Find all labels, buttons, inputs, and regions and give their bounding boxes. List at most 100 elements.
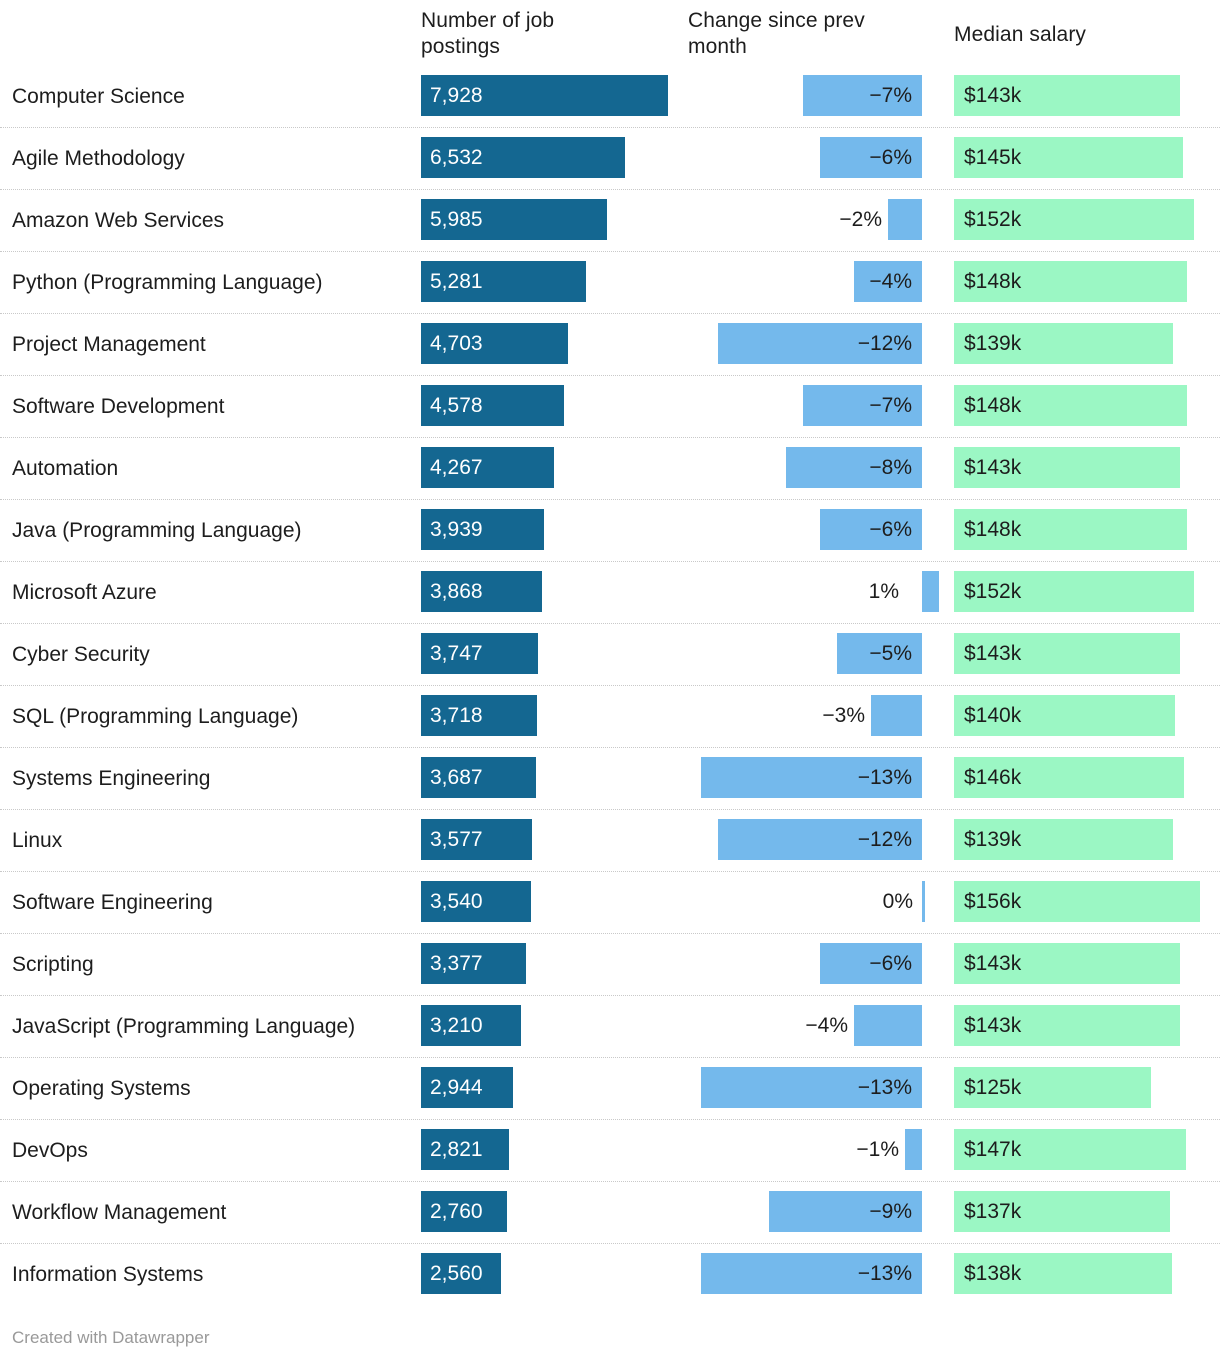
column-header-salary: Median salary (954, 23, 1087, 46)
change-bar[interactable] (701, 1253, 922, 1294)
change-bar[interactable] (701, 1067, 922, 1108)
postings-bar[interactable]: 2,760 (421, 1191, 507, 1232)
datawrapper-credit: Created with Datawrapper (12, 1328, 210, 1347)
table-row[interactable]: DevOps 2,821 −1% $147k (0, 1120, 1220, 1182)
table-row[interactable]: Software Engineering 3,540 0% $156k (0, 872, 1220, 934)
postings-bar[interactable]: 2,821 (421, 1129, 509, 1170)
postings-bar[interactable]: 3,747 (421, 633, 538, 674)
postings-bar[interactable]: 5,985 (421, 199, 607, 240)
postings-bar-track: 7,928 (421, 75, 671, 116)
postings-bar[interactable]: 4,578 (421, 385, 564, 426)
table-row[interactable]: Automation 4,267 −8% $143k (0, 438, 1220, 500)
salary-bar[interactable]: $139k (954, 323, 1173, 364)
change-bar[interactable] (854, 1005, 922, 1046)
postings-bar[interactable]: 2,560 (421, 1253, 501, 1294)
postings-bar[interactable]: 5,281 (421, 261, 586, 302)
salary-bar[interactable]: $143k (954, 75, 1180, 116)
postings-value: 2,821 (430, 1138, 483, 1161)
postings-bar[interactable]: 3,377 (421, 943, 526, 984)
change-bar[interactable] (718, 323, 922, 364)
change-bar[interactable] (803, 75, 922, 116)
postings-bar[interactable]: 6,532 (421, 137, 625, 178)
postings-value: 3,377 (430, 952, 483, 975)
salary-bar[interactable]: $148k (954, 385, 1187, 426)
postings-bar[interactable]: 3,210 (421, 1005, 521, 1046)
table-row[interactable]: Workflow Management 2,760 −9% $137k (0, 1182, 1220, 1244)
change-bar[interactable] (871, 695, 922, 736)
table-row[interactable]: Cyber Security 3,747 −5% $143k (0, 624, 1220, 686)
salary-bar[interactable]: $143k (954, 633, 1180, 674)
table-row[interactable]: Java (Programming Language) 3,939 −6% $148k (0, 500, 1220, 562)
table-row[interactable]: Software Development 4,578 −7% $148k (0, 376, 1220, 438)
change-bar[interactable] (786, 447, 922, 488)
table-row[interactable]: Operating Systems 2,944 −13% $125k (0, 1058, 1220, 1120)
change-bar[interactable] (820, 509, 922, 550)
change-bar[interactable] (854, 261, 922, 302)
salary-bar[interactable]: $145k (954, 137, 1183, 178)
salary-bar-track: $139k (954, 323, 1204, 364)
change-bar[interactable] (922, 571, 939, 612)
postings-bar[interactable]: 3,540 (421, 881, 531, 922)
change-bar[interactable] (718, 819, 922, 860)
postings-bar[interactable]: 7,928 (421, 75, 668, 116)
change-bar[interactable] (820, 137, 922, 178)
salary-bar[interactable]: $140k (954, 695, 1175, 736)
change-bar[interactable] (922, 881, 925, 922)
table-row[interactable]: Linux 3,577 −12% $139k (0, 810, 1220, 872)
table-row[interactable]: Agile Methodology 6,532 −6% $145k (0, 128, 1220, 190)
postings-bar[interactable]: 4,267 (421, 447, 554, 488)
change-value: −12% (857, 332, 912, 355)
salary-bar[interactable]: $137k (954, 1191, 1170, 1232)
change-bar[interactable] (888, 199, 922, 240)
salary-bar[interactable]: $125k (954, 1067, 1151, 1108)
change-bar-track: −1% (688, 1129, 928, 1170)
salary-bar[interactable]: $147k (954, 1129, 1186, 1170)
salary-bar[interactable]: $148k (954, 509, 1187, 550)
postings-bar[interactable]: 3,939 (421, 509, 544, 550)
salary-bar[interactable]: $143k (954, 1005, 1180, 1046)
change-value: −7% (869, 84, 912, 107)
salary-value: $147k (964, 1138, 1022, 1161)
change-value: −13% (857, 1262, 912, 1285)
table-row[interactable]: Systems Engineering 3,687 −13% $146k (0, 748, 1220, 810)
change-bar[interactable] (905, 1129, 922, 1170)
change-bar-track: −9% (688, 1191, 928, 1232)
table-row[interactable]: JavaScript (Programming Language) 3,210 −4… (0, 996, 1220, 1058)
table-row[interactable]: Project Management 4,703 −12% $139k (0, 314, 1220, 376)
salary-bar[interactable]: $139k (954, 819, 1173, 860)
change-value: −3% (822, 704, 865, 727)
change-bar[interactable] (701, 757, 922, 798)
salary-bar[interactable]: $148k (954, 261, 1187, 302)
change-bar[interactable] (769, 1191, 922, 1232)
salary-bar[interactable]: $156k (954, 881, 1200, 922)
postings-bar[interactable]: 3,687 (421, 757, 536, 798)
salary-bar-track: $156k (954, 881, 1204, 922)
salary-bar[interactable]: $138k (954, 1253, 1172, 1294)
change-bar[interactable] (837, 633, 922, 674)
table-row[interactable]: Scripting 3,377 −6% $143k (0, 934, 1220, 996)
change-value: −8% (869, 456, 912, 479)
postings-bar[interactable]: 3,718 (421, 695, 537, 736)
table-row[interactable]: Python (Programming Language) 5,281 −4% $14… (0, 252, 1220, 314)
salary-bar[interactable]: $146k (954, 757, 1184, 798)
salary-bar[interactable]: $143k (954, 447, 1180, 488)
table-row[interactable]: Amazon Web Services 5,985 −2% $152k (0, 190, 1220, 252)
postings-bar[interactable]: 3,868 (421, 571, 542, 612)
postings-value: 7,928 (430, 84, 483, 107)
table-row[interactable]: Information Systems 2,560 −13% $138k (0, 1244, 1220, 1306)
postings-bar[interactable]: 3,577 (421, 819, 532, 860)
table-row[interactable]: Microsoft Azure 3,868 1% $152k (0, 562, 1220, 624)
salary-value: $156k (964, 890, 1022, 913)
change-bar[interactable] (820, 943, 922, 984)
table-row[interactable]: Computer Science 7,928 −7% $143k (0, 66, 1220, 128)
salary-bar[interactable]: $143k (954, 943, 1180, 984)
table-row[interactable]: SQL (Programming Language) 3,718 −3% $140k (0, 686, 1220, 748)
postings-bar[interactable]: 2,944 (421, 1067, 513, 1108)
salary-bar[interactable]: $152k (954, 199, 1194, 240)
salary-bar[interactable]: $152k (954, 571, 1194, 612)
postings-bar[interactable]: 4,703 (421, 323, 568, 364)
change-bar[interactable] (803, 385, 922, 426)
postings-value: 3,718 (430, 704, 483, 727)
change-value: −4% (805, 1014, 848, 1037)
